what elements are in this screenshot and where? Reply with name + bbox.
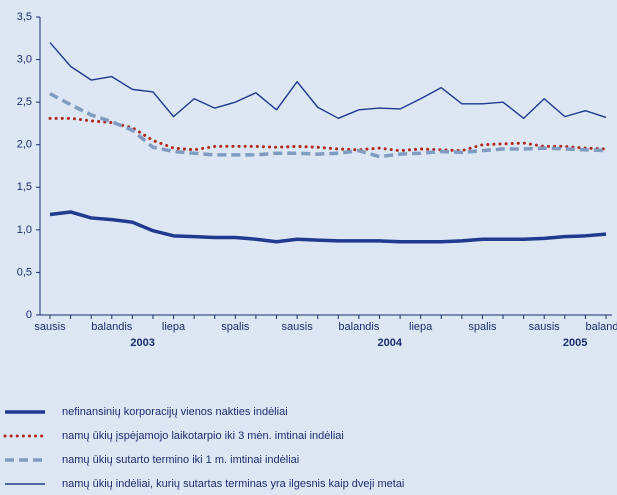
x-tick-label: spalis	[221, 321, 250, 333]
y-tick-label: 3,5	[17, 11, 32, 23]
y-tick-label: 3,0	[17, 53, 32, 65]
series-line	[49, 42, 607, 120]
legend-label: namų ūkių sutarto termino iki 1 m. imtin…	[62, 454, 299, 466]
y-tick-label: 2,0	[17, 139, 32, 151]
year-label: 2003	[130, 337, 154, 349]
year-label: 2005	[563, 337, 587, 349]
series-line	[49, 210, 607, 244]
y-tick-label: 1,5	[17, 181, 32, 193]
legend-label: nefinansinių korporacijų vienos nakties …	[62, 406, 288, 418]
x-tick-label: spalis	[468, 321, 497, 333]
x-tick-label: balandis	[338, 321, 379, 333]
y-tick-label: 2,5	[17, 96, 32, 108]
legend-label: namų ūkių įspėjamojo laikotarpio iki 3 m…	[62, 430, 344, 442]
y-tick-label: 1,0	[17, 224, 32, 236]
x-tick-label: sausis	[529, 321, 561, 333]
x-tick-label: sausis	[34, 321, 66, 333]
x-tick-label: liepa	[162, 321, 186, 333]
series-line	[49, 92, 607, 159]
legend-label: namų ūkių indėliai, kurių sutartas termi…	[62, 478, 404, 490]
series-line	[48, 116, 608, 153]
x-tick-label: balandis	[586, 321, 617, 333]
x-tick-label: liepa	[409, 321, 433, 333]
x-tick-label: balandis	[91, 321, 132, 333]
year-label: 2004	[378, 337, 403, 349]
y-tick-label: 0	[26, 309, 32, 321]
x-tick-label: sausis	[282, 321, 314, 333]
y-tick-label: 0,5	[17, 266, 32, 278]
